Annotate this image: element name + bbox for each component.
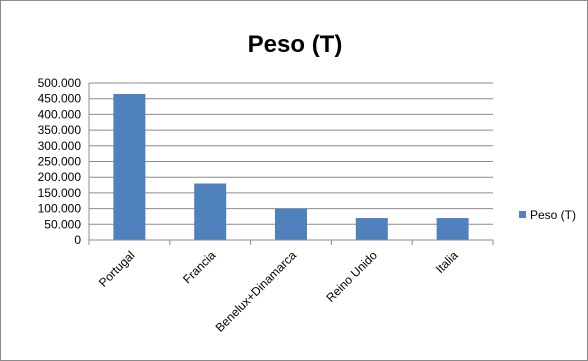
y-tick-label: 350.000: [38, 123, 82, 137]
bar: [275, 208, 307, 240]
bar: [436, 218, 469, 240]
chart-title: Peso (T): [247, 31, 343, 58]
x-category-label: Benelux+Dinamarca: [213, 248, 300, 335]
gridlines: [89, 82, 493, 225]
x-category-label: Reino Unido: [323, 248, 380, 305]
bar: [355, 218, 388, 240]
y-tick-label: 150.000: [38, 186, 82, 200]
x-category-label: Italia: [433, 248, 461, 276]
y-tick-label: 50.000: [44, 217, 81, 231]
y-tick-label: 250.000: [38, 155, 82, 169]
legend-label: Peso (T): [530, 208, 576, 222]
bar: [113, 93, 146, 241]
legend: Peso (T): [519, 208, 576, 222]
y-tick-label: 300.000: [38, 139, 82, 153]
x-category-label: Portugal: [96, 248, 138, 290]
bars: [113, 93, 469, 241]
bar: [194, 183, 227, 240]
y-tick-label: 100.000: [38, 202, 82, 216]
y-tick-label: 0: [74, 233, 81, 247]
legend-swatch: [519, 211, 526, 218]
y-tick-label: 400.000: [38, 107, 82, 121]
axes: [88, 83, 494, 245]
y-tick-label: 200.000: [38, 170, 82, 184]
y-tick-label: 450.000: [38, 92, 82, 106]
x-category-label: Francia: [180, 248, 218, 286]
y-tick-label: 500.000: [38, 76, 82, 90]
